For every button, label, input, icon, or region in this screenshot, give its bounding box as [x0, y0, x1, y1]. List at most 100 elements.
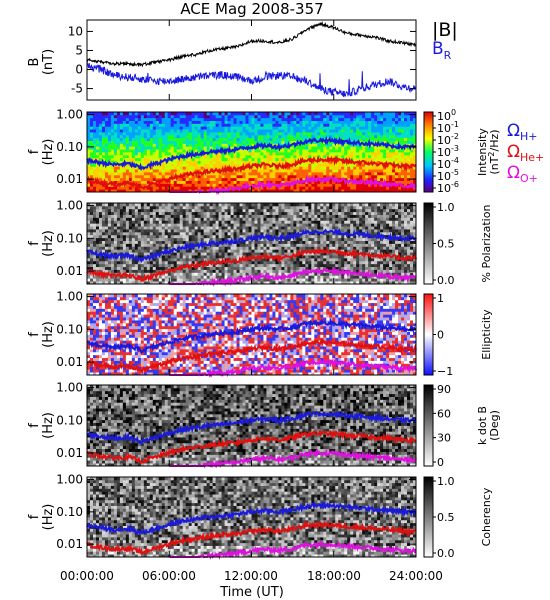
- spectrogram-cell: [236, 275, 240, 279]
- spectrogram-cell: [254, 246, 258, 250]
- spectrogram-cell: [212, 120, 217, 124]
- spectrogram-cell: [209, 220, 214, 224]
- spectrogram-cell: [197, 183, 202, 187]
- spectrogram-cell: [230, 217, 234, 221]
- spectrogram-cell: [383, 132, 387, 136]
- spectrogram-cell: [236, 134, 240, 139]
- spectrogram-cell: [227, 272, 231, 276]
- spectrogram-cell: [191, 129, 196, 133]
- spectrogram-cell: [329, 120, 333, 124]
- spectrogram-cell: [140, 275, 145, 279]
- spectrogram-cell: [206, 266, 211, 270]
- spectrogram-cell: [305, 146, 309, 150]
- spectrogram-cell: [350, 143, 354, 147]
- spectrogram-cell: [272, 266, 276, 270]
- spectrogram-cell: [398, 123, 402, 127]
- spectrogram-cell: [362, 123, 366, 127]
- spectrogram-cell: [281, 278, 285, 282]
- spectrogram-cell: [101, 189, 106, 193]
- spectrogram-cell: [263, 177, 267, 181]
- spectrogram-cell: [230, 257, 234, 262]
- spectrogram-cell: [413, 169, 417, 173]
- spectrogram-cell: [239, 143, 243, 147]
- spectrogram-cell: [149, 189, 154, 193]
- spectrogram-cell: [197, 166, 202, 170]
- spectrogram-cell: [254, 112, 258, 116]
- spectrogram-cell: [254, 149, 258, 153]
- spectrogram-cell: [215, 246, 219, 250]
- spectrogram-cell: [356, 123, 360, 127]
- spectrogram-cell: [110, 211, 115, 215]
- spectrogram-cell: [377, 157, 381, 161]
- spectrogram-cell: [149, 112, 154, 116]
- spectrogram-cell: [137, 177, 142, 181]
- spectrogram-cell: [326, 152, 330, 156]
- spectrogram-cell: [371, 157, 375, 161]
- spectrogram-cell: [212, 220, 217, 224]
- spectrogram-cell: [134, 126, 139, 130]
- spectrogram-cell: [395, 169, 399, 173]
- spectrogram-cell: [272, 211, 276, 215]
- spectrogram-cell: [164, 214, 169, 218]
- spectrogram-cell: [197, 137, 202, 141]
- spectrogram-cell: [236, 263, 240, 268]
- spectrogram-cell: [278, 278, 282, 282]
- spectrogram-cell: [128, 143, 133, 147]
- spectrogram-cell: [221, 255, 225, 259]
- spectrogram-cell: [413, 120, 417, 124]
- spectrogram-cell: [188, 143, 193, 147]
- spectrogram-cell: [257, 137, 261, 141]
- spectrogram-cell: [290, 134, 294, 139]
- spectrogram-cell: [212, 223, 217, 227]
- spectrogram-cell: [113, 237, 118, 241]
- spectrogram-cell: [89, 169, 94, 173]
- spectrogram-cell: [206, 272, 211, 276]
- spectrogram-cell: [317, 186, 321, 190]
- spectrogram-cell: [341, 146, 345, 150]
- spectrogram-cell: [113, 226, 118, 230]
- spectrogram-cell: [275, 152, 279, 156]
- spectrogram-cell: [137, 231, 142, 236]
- spectrogram-cell: [353, 172, 357, 176]
- spectrogram-cell: [110, 243, 115, 247]
- spectrogram-cell: [242, 157, 246, 161]
- spectrogram-cell: [113, 157, 118, 161]
- spectrogram-cell: [209, 126, 214, 130]
- spectrogram-cell: [242, 272, 246, 276]
- spectrogram-cell: [146, 208, 151, 213]
- spectrogram-cell: [323, 189, 327, 193]
- spectrogram-cell: [386, 126, 390, 130]
- spectrogram-cell: [212, 243, 217, 247]
- spectrogram-cell: [125, 226, 130, 230]
- spectrogram-cell: [98, 246, 103, 250]
- spectrogram-cell: [251, 226, 255, 230]
- spectrogram-cell: [242, 174, 246, 179]
- spectrogram-cell: [266, 214, 270, 218]
- spectrogram-cell: [212, 137, 217, 141]
- spectrogram-cell: [194, 120, 199, 124]
- spectrogram-cell: [104, 257, 109, 262]
- spectrogram-cell: [170, 186, 175, 190]
- spectrogram-cell: [380, 163, 384, 167]
- spectrogram-cell: [254, 129, 258, 133]
- spectrogram-cell: [125, 126, 130, 130]
- spectrogram-cell: [152, 240, 157, 244]
- spectrogram-cell: [266, 177, 270, 181]
- spectrogram-cell: [227, 266, 231, 270]
- spectrogram-cell: [230, 154, 234, 159]
- spectrogram-cell: [140, 137, 145, 141]
- spectrogram-cell: [242, 281, 246, 285]
- spectrogram-cell: [362, 114, 366, 119]
- colorbar-tick-base: 10: [437, 134, 451, 147]
- spectrogram-cell: [224, 246, 228, 250]
- spectrogram-cell: [200, 252, 205, 256]
- spectrogram-cell: [137, 237, 142, 241]
- spectrogram-cell: [380, 140, 384, 144]
- spectrogram-cell: [407, 177, 411, 181]
- spectrogram-cell: [155, 177, 160, 181]
- spectrogram-cell: [131, 240, 136, 244]
- spectrogram-cell: [257, 208, 261, 213]
- spectrogram-cell: [338, 143, 342, 147]
- spectrogram-cell: [200, 180, 205, 184]
- spectrogram-cell: [155, 260, 160, 265]
